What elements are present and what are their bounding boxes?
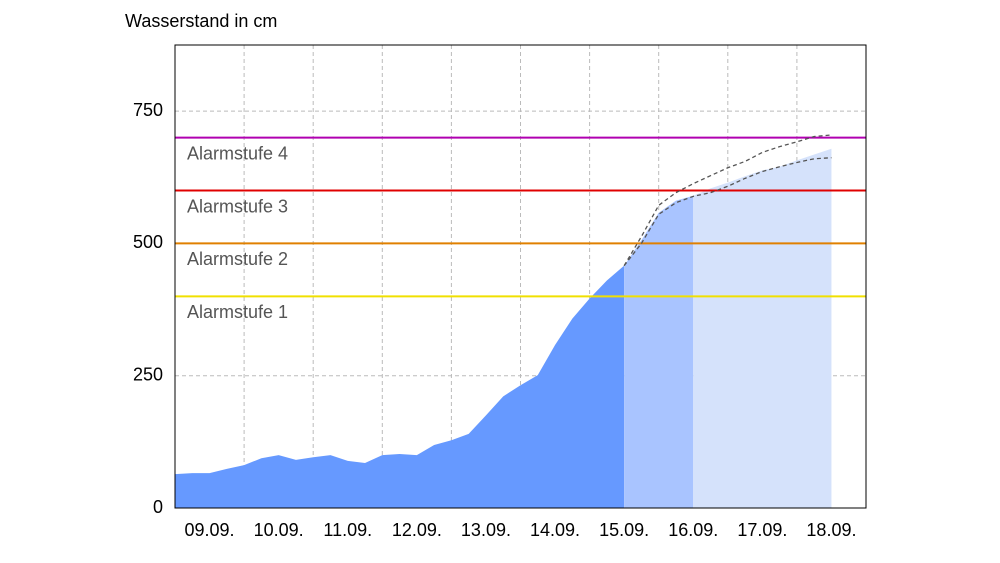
- area: [693, 148, 832, 508]
- threshold-label: Alarmstufe 1: [187, 302, 288, 322]
- threshold-label: Alarmstufe 3: [187, 196, 288, 216]
- y-axis-label: Wasserstand in cm: [125, 11, 277, 31]
- x-tick-label: 18.09.: [806, 520, 856, 540]
- x-tick-label: 14.09.: [530, 520, 580, 540]
- x-tick-label: 13.09.: [461, 520, 511, 540]
- y-tick-label: 0: [153, 497, 163, 517]
- x-tick-label: 11.09.: [323, 520, 372, 540]
- x-tick-label: 16.09.: [668, 520, 718, 540]
- y-tick-label: 750: [133, 100, 163, 120]
- threshold-label: Alarmstufe 2: [187, 249, 288, 269]
- forecast-line: [623, 134, 832, 266]
- area: [624, 195, 694, 508]
- y-tick-label: 250: [133, 364, 163, 384]
- threshold-label: Alarmstufe 4: [187, 143, 288, 163]
- forecast-line: [623, 157, 832, 267]
- area: [175, 265, 625, 508]
- x-tick-label: 12.09.: [392, 520, 442, 540]
- x-tick-label: 09.09.: [185, 520, 235, 540]
- x-tick-label: 10.09.: [254, 520, 304, 540]
- x-tick-label: 17.09.: [737, 520, 787, 540]
- x-tick-label: 15.09.: [599, 520, 649, 540]
- y-tick-label: 500: [133, 232, 163, 252]
- plot-border: [174, 44, 867, 509]
